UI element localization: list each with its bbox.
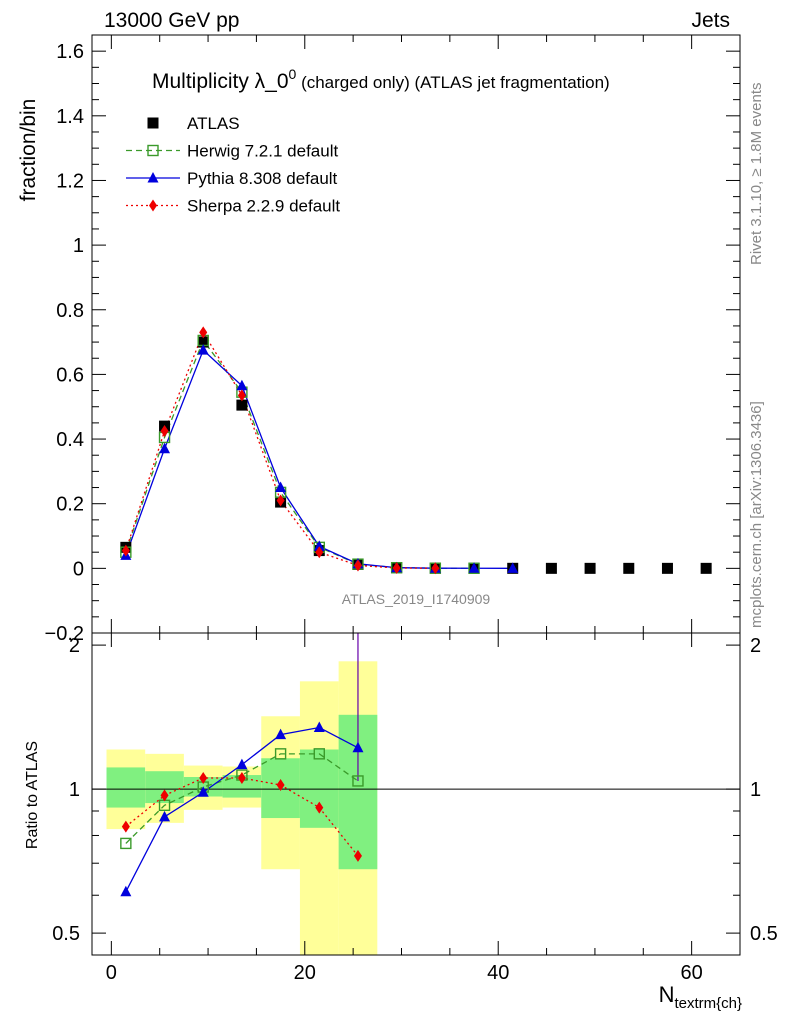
main-pythia-point — [468, 562, 480, 573]
legend-label-herwig: Herwig 7.2.1 default — [187, 142, 338, 161]
ratio-herwig-point — [274, 748, 287, 760]
y-axis-label-main: fraction/bin — [17, 99, 40, 202]
chart-title-main: Multiplicity λ_0 — [152, 70, 289, 93]
x-tick-label: 40 — [487, 962, 509, 984]
ratio-pythia-point — [275, 728, 287, 740]
main-sherpa-point — [276, 494, 285, 507]
legend-marker-sherpa — [149, 199, 157, 212]
y-tick-label-main: 0.8 — [56, 300, 84, 322]
y-axis-label-ratio: Ratio to ATLAS — [24, 741, 41, 849]
chart-title-rest: (charged only) (ATLAS jet fragmentation) — [296, 73, 609, 92]
series-markers — [120, 326, 712, 897]
y-tick-label-main: 1.4 — [56, 106, 84, 128]
legend-marker-atlas — [147, 117, 159, 129]
main-sherpa-point — [237, 389, 246, 402]
legend-label-pythia: Pythia 8.308 default — [187, 169, 338, 188]
main-pythia-point — [159, 442, 171, 454]
ratio-pythia-point — [159, 810, 171, 822]
x-tick-label: 20 — [294, 962, 316, 984]
ratio-pythia-point — [197, 786, 209, 797]
x-axis-label-sub: textrm{ch} — [674, 995, 742, 1012]
analysis-watermark: ATLAS_2019_I1740909 — [342, 591, 491, 607]
ratio-herwig-point — [352, 775, 364, 787]
axis-ticks — [92, 35, 740, 955]
main-pythia-line — [125, 349, 513, 569]
y-tick-label-main: 1.2 — [56, 170, 84, 192]
y-tick-label-main: 0.4 — [56, 429, 84, 451]
main-atlas-point — [700, 562, 712, 574]
ratio-sherpa-point — [160, 789, 169, 802]
y-tick-label-main: 0 — [73, 558, 84, 580]
header-left: 13000 GeV pp — [104, 9, 239, 32]
main-sherpa-point — [431, 562, 440, 575]
legend-marker-pythia — [147, 172, 159, 183]
main-pythia-point — [236, 379, 248, 391]
x-tick-label: 0 — [106, 962, 117, 984]
main-atlas-point — [584, 562, 596, 574]
main-atlas-point — [661, 562, 673, 574]
main-sherpa-point — [392, 562, 401, 575]
axis-tick-labels: 0 20 40 60−0.200.20.40.60.811.21.41.60.5 0.5… — [45, 41, 778, 984]
legend-label-atlas: ATLAS — [187, 114, 240, 133]
main-sherpa-point — [160, 424, 169, 437]
x-tick-label: 60 — [681, 962, 703, 984]
main-pythia-point — [313, 540, 325, 551]
ratio-herwig-line — [125, 753, 359, 844]
main-pythia-point — [197, 344, 209, 355]
main-atlas-point — [236, 399, 248, 411]
band-inner-0 — [106, 767, 146, 808]
main-pythia-point — [275, 481, 287, 493]
y-tick-label-main: 0.2 — [56, 494, 84, 516]
ratio-pythia-point — [120, 885, 132, 897]
y-tick-label-ratio-left: 1 — [69, 779, 80, 801]
main-atlas-point — [197, 336, 209, 348]
y-tick-label-main: 1.6 — [56, 41, 84, 63]
ratio-pythia-point — [352, 741, 364, 753]
ratio-uncertainty-bands — [92, 633, 740, 955]
ratio-herwig-point — [120, 837, 132, 850]
ratio-sherpa-point — [276, 778, 285, 791]
y-tick-label-ratio-right: 0.5 — [750, 923, 778, 945]
main-sherpa-point — [315, 546, 324, 559]
chart-title: Multiplicity λ_00 (charged only) (ATLAS … — [152, 66, 610, 93]
ratio-pythia-point — [313, 721, 325, 733]
x-axis-label-main: N — [659, 982, 675, 1007]
y-tick-label-ratio-left: 0.5 — [52, 923, 80, 945]
chart-title-sup: 0 — [289, 66, 297, 82]
ratio-sherpa-point — [353, 849, 362, 862]
main-sherpa-point — [121, 544, 130, 557]
ratio-sherpa-point — [121, 820, 130, 833]
band-inner-3 — [222, 775, 262, 798]
ratio-sherpa-point — [237, 771, 246, 784]
main-pythia-point — [507, 562, 519, 573]
legend-label-sherpa: Sherpa 2.2.9 default — [187, 197, 340, 216]
mcplots-label: mcplots.cern.ch [arXiv:1306.3436] — [748, 401, 765, 628]
y-tick-label-main: −0.2 — [45, 623, 84, 645]
ratio-pythia-point — [236, 758, 248, 770]
legend-marker-herwig — [147, 144, 159, 157]
main-atlas-point — [623, 562, 635, 574]
y-tick-label-ratio-right: 1 — [750, 779, 761, 801]
main-atlas-point — [545, 562, 557, 574]
main-sherpa-line — [125, 330, 436, 569]
y-tick-label-main: 1 — [73, 235, 84, 257]
header-right: Jets — [691, 9, 730, 32]
y-tick-label-ratio-right: 2 — [750, 635, 761, 657]
y-tick-label-main: 0.6 — [56, 364, 84, 386]
ratio-sherpa-point — [315, 801, 324, 814]
main-sherpa-point — [199, 326, 208, 339]
ratio-sherpa-point — [199, 771, 208, 784]
main-herwig-line — [125, 339, 475, 569]
ratio-plot-frame — [91, 632, 741, 956]
rivet-version-label: Rivet 3.1.10, ≥ 1.8M events — [748, 83, 765, 266]
legend: ATLAS Herwig 7.2.1 default Pythia 8.308 de… — [126, 114, 340, 216]
y-tick-label-ratio-left: 2 — [69, 635, 80, 657]
x-axis-label: Ntextrm{ch} — [659, 982, 742, 1012]
main-sherpa-point — [353, 559, 362, 572]
ratio-herwig-point — [313, 748, 325, 760]
